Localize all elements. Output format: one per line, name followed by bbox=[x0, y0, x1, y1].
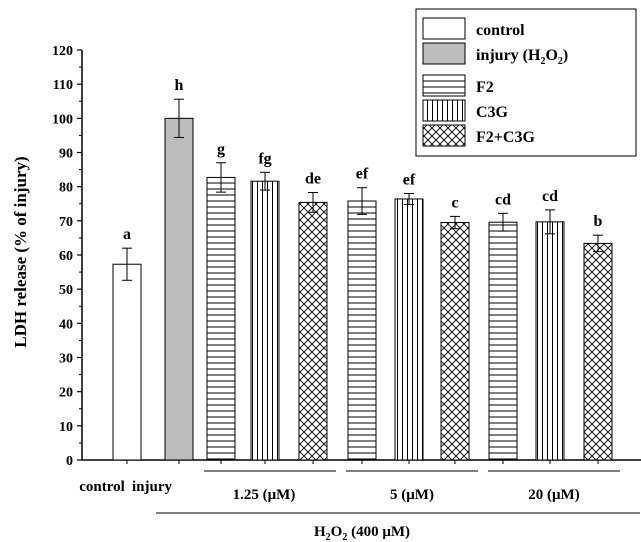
significance-letter: a bbox=[123, 226, 131, 243]
significance-letter: b bbox=[594, 213, 603, 230]
bar-injury-injury bbox=[164, 117, 194, 461]
y-tick-label: 70 bbox=[59, 215, 73, 230]
x-label-dose-2: 5 (μM) bbox=[390, 487, 434, 503]
significance-letter: h bbox=[175, 77, 184, 94]
bars bbox=[112, 117, 613, 461]
significance-letter: cd bbox=[542, 188, 558, 205]
significance-letter: cd bbox=[495, 191, 511, 208]
y-tick-label: 120 bbox=[52, 44, 73, 59]
y-axis-title: LDH release (% of injury) bbox=[11, 156, 30, 347]
bar-c3g-20 bbox=[535, 221, 565, 461]
y-tick-label: 100 bbox=[52, 112, 73, 127]
y-tick-label: 50 bbox=[59, 283, 73, 298]
significance-letter: c bbox=[451, 194, 458, 211]
bar-f2-20 bbox=[488, 221, 518, 461]
significance-letter: ef bbox=[356, 166, 369, 183]
significance-letter: ef bbox=[403, 172, 416, 189]
legend-label-control: control bbox=[476, 22, 525, 39]
legend-label-f2-c3g: F2+C3G bbox=[476, 129, 535, 146]
legend-label-c3g: C3G bbox=[476, 104, 509, 121]
y-tick-label: 10 bbox=[59, 420, 73, 435]
x-label-injury: injury bbox=[132, 479, 173, 495]
x-label-control: control bbox=[79, 479, 125, 495]
bar-f2-c3g-20 bbox=[583, 242, 613, 461]
x-label-dose-3: 20 (μM) bbox=[528, 487, 579, 503]
significance-letter: g bbox=[217, 141, 225, 158]
x-label-dose-1: 1.25 (μM) bbox=[233, 487, 296, 503]
legend-swatch-f2-c3g bbox=[422, 124, 466, 147]
legend-label-f2: F2 bbox=[476, 79, 494, 96]
bar-f2-c3g-5 bbox=[440, 222, 470, 461]
bar-f2-c3g-1_25 bbox=[298, 201, 328, 461]
bar-c3g-1_25 bbox=[250, 180, 280, 461]
y-tick-label: 90 bbox=[59, 147, 73, 162]
error-bars bbox=[122, 98, 603, 281]
legend: control injury (H2O2) F2 C3G F2+C3G bbox=[415, 8, 637, 157]
y-tick-label: 80 bbox=[59, 181, 73, 196]
legend-swatch-f2 bbox=[422, 74, 466, 97]
bar-control-control bbox=[112, 263, 142, 461]
legend-swatch-injury bbox=[422, 42, 466, 65]
legend-label-injury: injury (H2O2) bbox=[476, 47, 568, 67]
y-tick-label: 40 bbox=[59, 317, 73, 332]
bar-f2-5 bbox=[347, 200, 377, 461]
legend-swatch-control bbox=[422, 17, 466, 40]
bar-f2-1_25 bbox=[206, 176, 236, 461]
y-tick-label: 20 bbox=[59, 386, 73, 401]
legend-swatch-c3g bbox=[422, 99, 466, 122]
x-axis-title: H2O2 (400 μM) bbox=[314, 524, 410, 542]
y-tick-label: 60 bbox=[59, 249, 73, 264]
significance-letter: fg bbox=[258, 150, 271, 167]
y-tick-label: 30 bbox=[59, 352, 73, 367]
bar-c3g-5 bbox=[394, 198, 424, 461]
significance-letters: a h g fg de ef ef c cd cd b bbox=[123, 77, 603, 243]
y-ticks: 0 10 20 30 40 50 60 70 80 90 100 110 120 bbox=[52, 44, 599, 469]
y-tick-label: 0 bbox=[66, 454, 73, 469]
significance-letter: de bbox=[305, 170, 321, 187]
y-tick-label: 110 bbox=[53, 78, 73, 93]
